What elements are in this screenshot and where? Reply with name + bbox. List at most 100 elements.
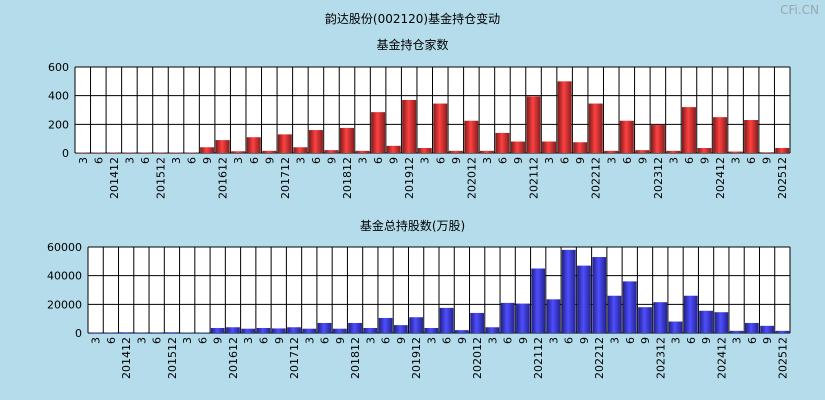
y-tick-label: 600 bbox=[48, 61, 69, 74]
bar bbox=[714, 312, 729, 333]
x-tick-label: 9 bbox=[212, 337, 225, 344]
bar bbox=[577, 265, 591, 333]
bar bbox=[516, 303, 530, 333]
bar bbox=[557, 81, 572, 153]
x-tick-label: 3 bbox=[609, 337, 622, 344]
bar bbox=[106, 152, 121, 153]
bar bbox=[546, 299, 561, 333]
bar bbox=[433, 103, 448, 153]
x-tick-label: 6 bbox=[441, 337, 454, 344]
x-tick-label: 202212 bbox=[590, 157, 603, 199]
y-tick-label: 20000 bbox=[47, 298, 82, 311]
x-tick-label: 3 bbox=[605, 157, 618, 164]
x-tick-label: 6 bbox=[186, 157, 199, 164]
bar bbox=[200, 147, 215, 153]
bar bbox=[635, 150, 650, 153]
x-tick-label: 6 bbox=[624, 337, 637, 344]
x-tick-label: 201512 bbox=[154, 157, 167, 199]
x-tick-label: 3 bbox=[670, 337, 683, 344]
bar bbox=[355, 150, 370, 153]
x-tick-label: 6 bbox=[502, 337, 515, 344]
x-tick-label: 201712 bbox=[279, 157, 292, 199]
x-tick-label: 202112 bbox=[528, 157, 541, 199]
bar bbox=[713, 117, 728, 153]
bar bbox=[607, 295, 622, 333]
x-tick-label: 9 bbox=[325, 157, 338, 164]
bar bbox=[215, 140, 230, 153]
bar bbox=[681, 107, 696, 153]
bar bbox=[775, 330, 790, 333]
x-tick-label: 201812 bbox=[349, 337, 362, 379]
bar bbox=[277, 134, 292, 153]
bar bbox=[241, 328, 256, 333]
x-tick-label: 202512 bbox=[776, 337, 789, 379]
x-tick-label: 9 bbox=[699, 157, 712, 164]
bar bbox=[262, 150, 277, 153]
chart-2-title: 基金总持股数(万股) bbox=[359, 219, 466, 233]
bar bbox=[448, 150, 463, 153]
x-tick-label: 6 bbox=[258, 337, 271, 344]
bar bbox=[697, 147, 712, 153]
bar bbox=[402, 99, 417, 153]
x-tick-label: 9 bbox=[578, 337, 591, 344]
x-tick-label: 201912 bbox=[410, 337, 423, 379]
x-tick-label: 9 bbox=[263, 157, 276, 164]
x-tick-label: 3 bbox=[667, 157, 680, 164]
x-tick-label: 202412 bbox=[714, 157, 727, 199]
x-tick-label: 3 bbox=[364, 337, 377, 344]
x-tick-label: 6 bbox=[745, 157, 758, 164]
x-tick-label: 3 bbox=[181, 337, 194, 344]
y-tick-label: 0 bbox=[75, 327, 82, 340]
x-tick-label: 9 bbox=[334, 337, 347, 344]
x-tick-label: 3 bbox=[547, 337, 560, 344]
bar bbox=[302, 328, 317, 333]
bar bbox=[271, 328, 286, 333]
bar bbox=[619, 120, 634, 153]
bar bbox=[526, 96, 541, 153]
bar bbox=[293, 147, 308, 153]
bar bbox=[149, 332, 164, 333]
x-tick-label: 3 bbox=[77, 157, 90, 164]
bar bbox=[588, 103, 603, 153]
x-tick-label: 3 bbox=[294, 157, 307, 164]
bar bbox=[638, 307, 652, 333]
bar bbox=[561, 249, 576, 333]
bar bbox=[683, 295, 698, 333]
bar bbox=[455, 330, 469, 333]
x-tick-label: 6 bbox=[563, 337, 576, 344]
x-tick-label: 6 bbox=[92, 157, 105, 164]
x-tick-label: 9 bbox=[512, 157, 525, 164]
x-tick-label: 201812 bbox=[341, 157, 354, 199]
y-tick-label: 400 bbox=[48, 90, 69, 103]
bar bbox=[573, 142, 588, 153]
x-tick-label: 9 bbox=[273, 337, 286, 344]
x-tick-label: 6 bbox=[683, 157, 696, 164]
x-tick-label: 6 bbox=[105, 337, 118, 344]
bar bbox=[666, 150, 681, 153]
bar bbox=[371, 112, 386, 153]
bar bbox=[729, 330, 744, 333]
bar bbox=[324, 150, 339, 153]
y-tick-label: 200 bbox=[48, 118, 69, 131]
x-tick-label: 9 bbox=[639, 337, 652, 344]
bar bbox=[775, 147, 790, 153]
x-tick-label: 3 bbox=[425, 337, 438, 344]
x-tick-label: 6 bbox=[248, 157, 261, 164]
x-tick-label: 6 bbox=[380, 337, 393, 344]
bar bbox=[231, 151, 246, 153]
x-tick-label: 3 bbox=[731, 337, 744, 344]
bar bbox=[531, 268, 546, 333]
page-title: 韵达股份(002120)基金持仓变动 bbox=[324, 12, 501, 26]
x-tick-label: 9 bbox=[574, 157, 587, 164]
bar bbox=[134, 332, 149, 333]
x-tick-label: 201512 bbox=[166, 337, 179, 379]
x-tick-label: 6 bbox=[319, 337, 332, 344]
x-tick-label: 9 bbox=[456, 337, 469, 344]
bar bbox=[464, 120, 479, 153]
x-tick-label: 6 bbox=[746, 337, 759, 344]
x-tick-label: 202512 bbox=[776, 157, 789, 199]
watermark: CFi.CN bbox=[780, 3, 819, 17]
x-tick-label: 9 bbox=[761, 157, 774, 164]
